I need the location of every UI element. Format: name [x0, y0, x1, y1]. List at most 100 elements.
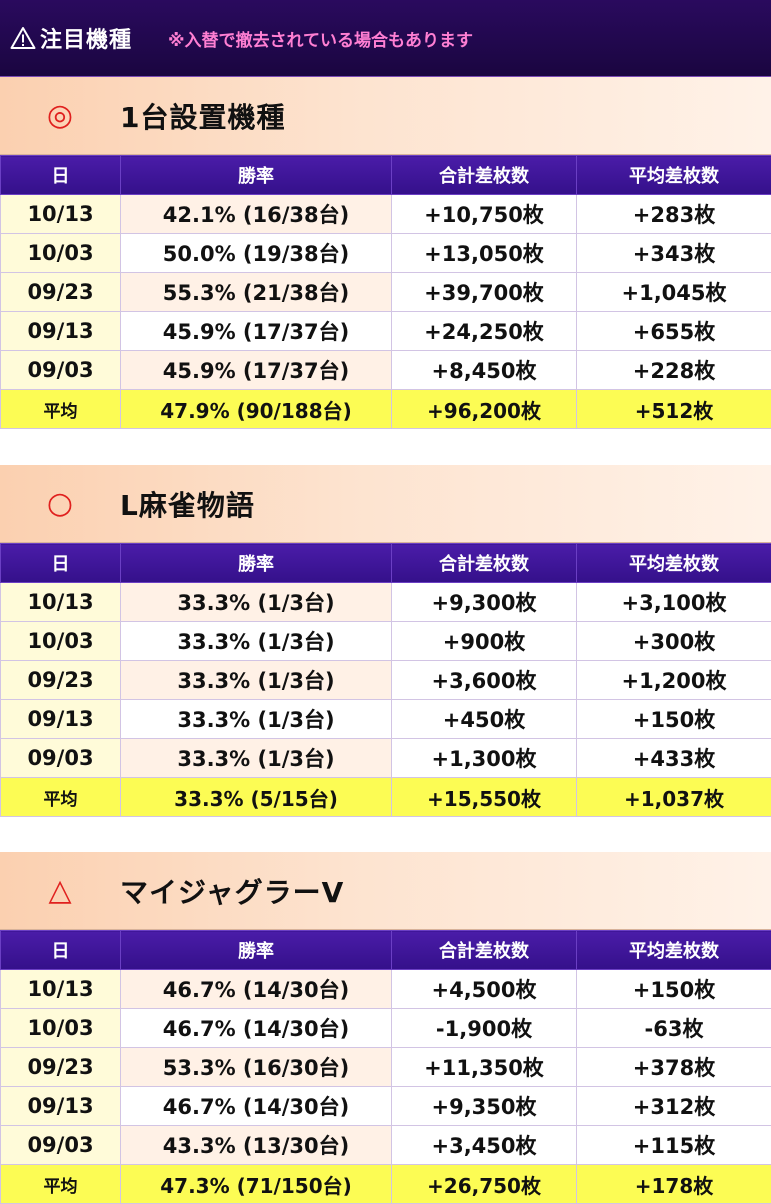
machine-title: L麻雀物語: [120, 484, 255, 524]
section-header: △ マイジャグラーV: [0, 852, 771, 930]
table-header-row: 日 勝率 合計差枚数 平均差枚数: [1, 156, 771, 195]
summary-total: +26,750枚: [392, 1165, 577, 1204]
section-header: ○ L麻雀物語: [0, 465, 771, 543]
cell-average: -63枚: [577, 1009, 771, 1048]
cell-total: +13,050枚: [392, 234, 577, 273]
cell-date: 09/13: [1, 312, 121, 351]
table-row: 10/03 50.0% (19/38台) +13,050枚 +343枚: [1, 234, 771, 273]
summary-row: 平均 47.9% (90/188台) +96,200枚 +512枚: [1, 390, 771, 429]
cell-rate: 33.3% (1/3台): [121, 739, 392, 778]
cell-average: +655枚: [577, 312, 771, 351]
results-table: 日 勝率 合計差枚数 平均差枚数 10/13 33.3% (1/3台) +9,3…: [0, 543, 771, 817]
cell-total: +3,450枚: [392, 1126, 577, 1165]
cell-rate: 45.9% (17/37台): [121, 351, 392, 390]
summary-average: +178枚: [577, 1165, 771, 1204]
header-total: 合計差枚数: [392, 544, 577, 583]
top-banner: 注目機種 ※入替で撤去されている場合もあります: [0, 0, 771, 77]
summary-average: +1,037枚: [577, 778, 771, 817]
cell-date: 09/23: [1, 661, 121, 700]
summary-total: +96,200枚: [392, 390, 577, 429]
cell-total: -1,900枚: [392, 1009, 577, 1048]
table-row: 10/13 42.1% (16/38台) +10,750枚 +283枚: [1, 195, 771, 234]
cell-average: +1,200枚: [577, 661, 771, 700]
table-row: 09/23 55.3% (21/38台) +39,700枚 +1,045枚: [1, 273, 771, 312]
cell-total: +900枚: [392, 622, 577, 661]
rating-mark: ◎: [0, 98, 120, 133]
header-rate: 勝率: [121, 544, 392, 583]
cell-date: 10/03: [1, 622, 121, 661]
header-total: 合計差枚数: [392, 931, 577, 970]
cell-average: +150枚: [577, 970, 771, 1009]
summary-average: +512枚: [577, 390, 771, 429]
cell-average: +150枚: [577, 700, 771, 739]
summary-row: 平均 47.3% (71/150台) +26,750枚 +178枚: [1, 1165, 771, 1204]
summary-label: 平均: [1, 390, 121, 429]
cell-average: +378枚: [577, 1048, 771, 1087]
table-row: 09/13 33.3% (1/3台) +450枚 +150枚: [1, 700, 771, 739]
header-rate: 勝率: [121, 156, 392, 195]
table-row: 09/03 43.3% (13/30台) +3,450枚 +115枚: [1, 1126, 771, 1165]
table-row: 09/23 33.3% (1/3台) +3,600枚 +1,200枚: [1, 661, 771, 700]
cell-rate: 46.7% (14/30台): [121, 1087, 392, 1126]
table-header-row: 日 勝率 合計差枚数 平均差枚数: [1, 544, 771, 583]
cell-total: +450枚: [392, 700, 577, 739]
cell-date: 09/13: [1, 1087, 121, 1126]
summary-label: 平均: [1, 778, 121, 817]
header-date: 日: [1, 931, 121, 970]
cell-total: +3,600枚: [392, 661, 577, 700]
cell-rate: 33.3% (1/3台): [121, 583, 392, 622]
table-row: 10/13 33.3% (1/3台) +9,300枚 +3,100枚: [1, 583, 771, 622]
table-row: 10/13 46.7% (14/30台) +4,500枚 +150枚: [1, 970, 771, 1009]
cell-total: +8,450枚: [392, 351, 577, 390]
cell-average: +283枚: [577, 195, 771, 234]
cell-average: +228枚: [577, 351, 771, 390]
table-row: 10/03 33.3% (1/3台) +900枚 +300枚: [1, 622, 771, 661]
table-row: 09/03 45.9% (17/37台) +8,450枚 +228枚: [1, 351, 771, 390]
summary-rate: 47.3% (71/150台): [121, 1165, 392, 1204]
cell-rate: 50.0% (19/38台): [121, 234, 392, 273]
cell-rate: 42.1% (16/38台): [121, 195, 392, 234]
cell-date: 10/13: [1, 195, 121, 234]
cell-total: +10,750枚: [392, 195, 577, 234]
cell-total: +11,350枚: [392, 1048, 577, 1087]
cell-date: 10/03: [1, 234, 121, 273]
table-header-row: 日 勝率 合計差枚数 平均差枚数: [1, 931, 771, 970]
summary-rate: 33.3% (5/15台): [121, 778, 392, 817]
cell-rate: 53.3% (16/30台): [121, 1048, 392, 1087]
header-average: 平均差枚数: [577, 156, 771, 195]
table-row: 09/13 45.9% (17/37台) +24,250枚 +655枚: [1, 312, 771, 351]
cell-rate: 45.9% (17/37台): [121, 312, 392, 351]
cell-average: +300枚: [577, 622, 771, 661]
cell-date: 09/23: [1, 273, 121, 312]
summary-total: +15,550枚: [392, 778, 577, 817]
cell-average: +343枚: [577, 234, 771, 273]
cell-average: +1,045枚: [577, 273, 771, 312]
machine-section: △ マイジャグラーV 日 勝率 合計差枚数 平均差枚数 10/13 46.7% …: [0, 852, 771, 1204]
header-date: 日: [1, 156, 121, 195]
cell-rate: 43.3% (13/30台): [121, 1126, 392, 1165]
cell-rate: 33.3% (1/3台): [121, 661, 392, 700]
cell-date: 09/23: [1, 1048, 121, 1087]
cell-average: +433枚: [577, 739, 771, 778]
cell-average: +3,100枚: [577, 583, 771, 622]
machine-section: ○ L麻雀物語 日 勝率 合計差枚数 平均差枚数 10/13 33.3% (1/…: [0, 465, 771, 817]
results-table: 日 勝率 合計差枚数 平均差枚数 10/13 46.7% (14/30台) +4…: [0, 930, 771, 1204]
header-date: 日: [1, 544, 121, 583]
table-row: 10/03 46.7% (14/30台) -1,900枚 -63枚: [1, 1009, 771, 1048]
summary-row: 平均 33.3% (5/15台) +15,550枚 +1,037枚: [1, 778, 771, 817]
machine-section: ◎ 1台設置機種 日 勝率 合計差枚数 平均差枚数 10/13 42.1% (1…: [0, 77, 771, 429]
header-average: 平均差枚数: [577, 931, 771, 970]
cell-total: +9,350枚: [392, 1087, 577, 1126]
cell-date: 09/03: [1, 1126, 121, 1165]
header-rate: 勝率: [121, 931, 392, 970]
rating-mark: ○: [0, 486, 120, 521]
machine-title: マイジャグラーV: [120, 871, 344, 911]
machine-title: 1台設置機種: [120, 96, 285, 136]
header-average: 平均差枚数: [577, 544, 771, 583]
section-header: ◎ 1台設置機種: [0, 77, 771, 155]
cell-date: 10/03: [1, 1009, 121, 1048]
header-total: 合計差枚数: [392, 156, 577, 195]
cell-rate: 55.3% (21/38台): [121, 273, 392, 312]
summary-label: 平均: [1, 1165, 121, 1204]
table-row: 09/13 46.7% (14/30台) +9,350枚 +312枚: [1, 1087, 771, 1126]
